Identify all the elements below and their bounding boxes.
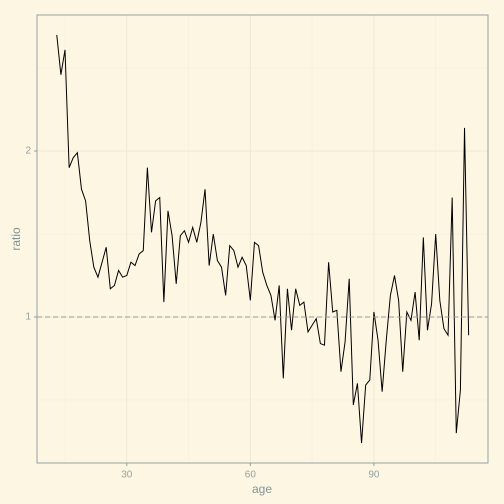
x-tick-label: 60 xyxy=(245,470,257,481)
x-tick-label: 90 xyxy=(368,470,380,481)
x-axis-title: age xyxy=(252,482,272,496)
data-line xyxy=(56,34,470,444)
y-tick-label: 2 xyxy=(25,146,31,157)
y-tick-label: 1 xyxy=(25,312,31,323)
y-axis-title: ratio xyxy=(9,227,23,251)
x-tick-label: 30 xyxy=(121,470,133,481)
panel-border xyxy=(36,14,489,464)
